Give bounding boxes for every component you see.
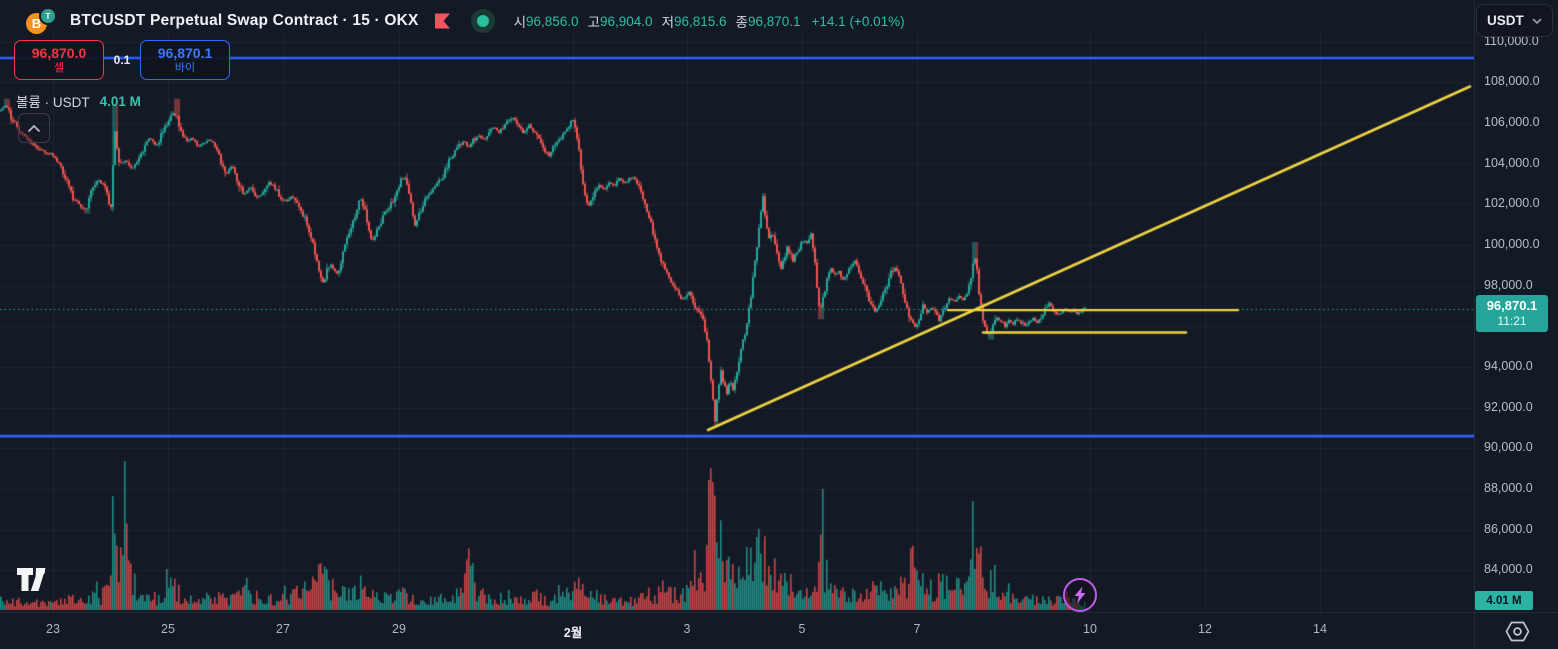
price-chart-canvas[interactable] [0,0,1474,612]
time-axis-label: 7 [913,622,921,636]
volume-indicator-label: 볼륨 · USDT [16,95,90,110]
quick-trade-panel: 96,870.0 셀 0.1 96,870.1 바이 [14,40,230,80]
last-price-badge: 96,870.1 11:21 [1476,295,1548,332]
symbol-title[interactable]: BTCUSDT Perpetual Swap Contract · 15 · O… [70,12,419,29]
sell-price: 96,870.0 [31,44,87,61]
time-axis-label: 3 [683,622,691,636]
chevron-down-icon [1532,17,1542,24]
buy-label: 바이 [174,62,196,75]
eye-hexagon-icon [1505,621,1529,641]
chevron-up-icon [27,124,41,132]
currency-dropdown[interactable]: USDT [1476,4,1553,37]
collapse-legend-button[interactable] [18,113,50,143]
buy-price: 96,870.1 [157,44,213,61]
axis-corner[interactable] [1474,612,1558,649]
price-axis-label: 104,000.0 [1484,155,1540,170]
time-axis-label: 29 [392,622,406,636]
time-axis-label: 23 [46,622,60,636]
market-open-dot-icon[interactable] [470,8,496,34]
price-axis-label: 90,000.0 [1484,440,1533,455]
high-label: 고 [587,15,600,30]
time-axis[interactable]: 23 25 27 29 2월 3 5 7 10 12 14 [0,612,1474,649]
time-axis-label: 10 [1083,622,1097,636]
last-price-value: 96,870.1 [1486,298,1538,313]
tradingview-logo[interactable] [16,567,56,600]
chart-legend: B T BTCUSDT Perpetual Swap Contract · 15… [26,0,905,42]
time-axis-label: 5 [798,622,806,636]
low-value: 96,815.6 [673,13,727,29]
volume-indicator-value: 4.01 M [99,93,141,109]
spread-value: 0.1 [113,53,131,67]
time-axis-label: 2월 [563,626,583,640]
sell-button[interactable]: 96,870.0 셀 [14,40,104,80]
high-value: 96,904.0 [600,13,653,29]
price-axis-label: 110,000.0 [1484,33,1539,48]
close-label: 종 [735,15,748,30]
time-axis-label: 27 [276,622,290,636]
time-axis-label: 14 [1313,622,1327,636]
price-axis-label: 106,000.0 [1484,115,1540,130]
close-value: 96,870.1 [747,13,801,29]
tether-icon: T [39,7,57,25]
sell-label: 셀 [53,62,65,75]
price-axis-label: 102,000.0 [1484,196,1540,211]
flag-icon[interactable] [434,13,452,30]
currency-dropdown-value: USDT [1487,13,1524,28]
price-axis-label: 88,000.0 [1484,480,1533,495]
low-label: 저 [661,15,674,30]
price-axis-label: 94,000.0 [1484,359,1533,373]
price-axis-label: 92,000.0 [1484,399,1533,414]
last-price-time: 11:21 [1497,314,1527,328]
price-axis-label: 108,000.0 [1484,74,1540,89]
ohlc-readout: 시 96,856.0 고 96,904.0 저 96,815.6 종 96,870.1 … [514,11,905,31]
price-change: +14.1 (+0.01%) [811,13,905,29]
pair-icon: B T [26,6,60,36]
open-value: 96,856.0 [526,13,579,29]
buy-button[interactable]: 96,870.1 바이 [140,40,230,80]
price-axis-label: 84,000.0 [1484,562,1533,577]
price-axis[interactable]: 96,870.1 11:21 4.01 M 110,000.0 108,000.0… [1474,0,1558,612]
lightning-icon[interactable] [1063,578,1097,612]
volume-indicator-legend: 볼륨 · USDT 4.01 M [16,91,141,111]
open-label: 시 [513,15,527,30]
price-axis-label: 86,000.0 [1484,521,1533,536]
time-axis-label: 25 [161,622,175,636]
price-axis-label: 100,000.0 [1484,237,1540,252]
time-axis-label: 12 [1198,622,1212,636]
volume-value-badge: 4.01 M [1475,591,1533,610]
price-axis-label: 98,000.0 [1484,277,1533,292]
